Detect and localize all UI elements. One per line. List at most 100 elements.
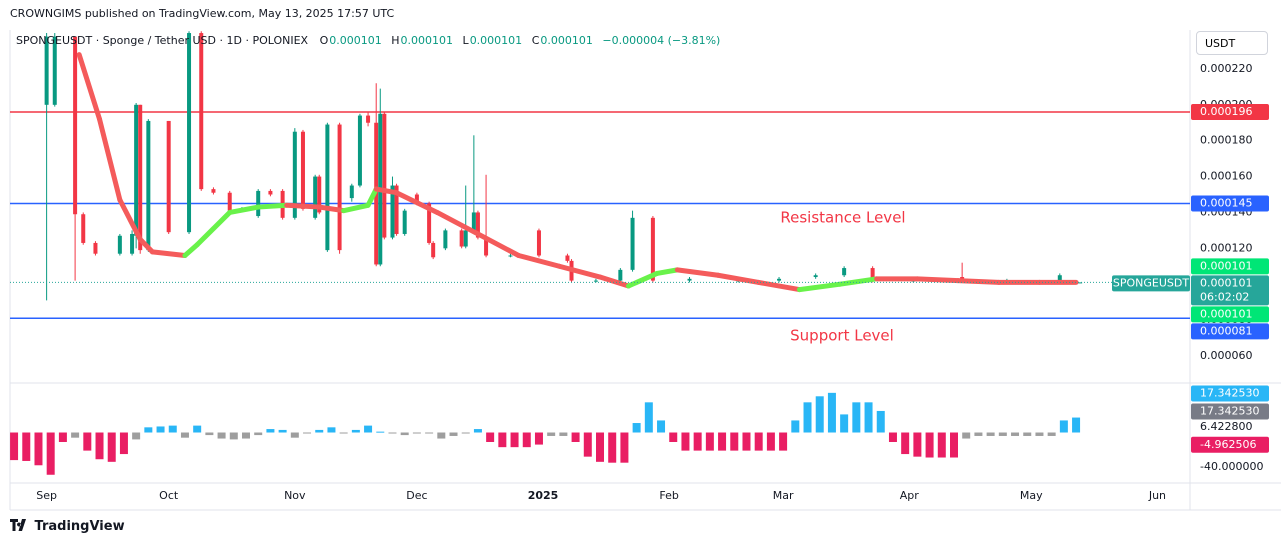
moving-average-segment — [227, 204, 261, 215]
histogram-bar — [303, 432, 312, 434]
candle-body — [317, 176, 322, 213]
y-tick-label: 0.000220 — [1200, 62, 1253, 75]
candle-body — [1078, 282, 1083, 284]
candle-body — [187, 33, 192, 233]
ohlc-key: C — [531, 34, 540, 47]
indicator-badge-label: 17.342530 — [1200, 387, 1260, 400]
candle-body — [390, 185, 395, 238]
publish-header: CROWNGIMS published on TradingView.com, … — [10, 7, 395, 20]
candle-body — [349, 185, 354, 199]
histogram-bar — [266, 429, 275, 433]
annotation: Resistance Level — [780, 209, 905, 227]
candle — [52, 33, 57, 107]
candle — [313, 174, 318, 220]
moving-average-segment — [756, 279, 802, 293]
currency-button[interactable]: USDT — [1196, 31, 1268, 55]
ohlc-key: H — [391, 34, 400, 47]
candle-body — [337, 124, 342, 251]
candle — [337, 122, 342, 254]
histogram-bar — [681, 432, 690, 451]
histogram-bar — [852, 402, 861, 433]
candle — [300, 129, 305, 211]
candle — [777, 277, 782, 283]
candle-body — [211, 189, 216, 193]
histogram-bar — [962, 432, 971, 439]
candle-body — [618, 269, 623, 281]
histogram-bar — [486, 432, 495, 442]
candle-body — [536, 230, 541, 256]
moving-average-segment — [373, 186, 400, 196]
candle-body — [81, 214, 86, 243]
candle-body — [593, 280, 598, 282]
level-badge — [1191, 195, 1269, 212]
candle — [471, 135, 476, 234]
indicator-badge — [1191, 385, 1269, 402]
candle — [44, 33, 49, 301]
candle — [536, 228, 541, 258]
candle — [565, 253, 570, 263]
histogram-bar — [815, 396, 824, 433]
candle-body — [414, 194, 419, 202]
price-change: −0.000004 (−3.81%) — [602, 34, 721, 47]
candle — [813, 273, 818, 279]
histogram-bar — [278, 429, 287, 433]
x-tick-label: Oct — [159, 489, 179, 502]
moving-average-segment — [475, 231, 522, 258]
histogram-bar — [461, 432, 470, 434]
candle-body — [313, 176, 318, 218]
level-badge — [1191, 103, 1269, 120]
symbol-badge — [1112, 275, 1190, 292]
candle — [73, 36, 78, 281]
indicator-badge-label: 17.342530 — [1200, 405, 1260, 418]
candle-body — [325, 124, 330, 251]
moving-average-segment — [625, 270, 660, 289]
level-badge-label: 0.000081 — [1200, 324, 1253, 337]
candle-body — [268, 190, 273, 195]
indicator-price-badge-label: 0.000101 — [1200, 307, 1253, 320]
candle — [842, 266, 847, 278]
indicator-price-badge — [1191, 306, 1269, 323]
x-tick-label: 2025 — [528, 489, 559, 502]
candle-body — [842, 268, 847, 276]
histogram-bar — [864, 402, 873, 433]
candle — [357, 113, 362, 188]
candle-body — [443, 230, 448, 249]
candle-body — [256, 190, 261, 217]
moving-average-segment — [796, 281, 843, 293]
histogram-bar — [498, 432, 507, 448]
candle — [93, 241, 98, 256]
indicator-badge-label: -4.962506 — [1200, 438, 1256, 451]
moving-average-segment — [255, 202, 290, 210]
histogram-bar — [449, 432, 458, 436]
moving-average-segment — [341, 202, 371, 214]
ohlc-value: 0.000101 — [329, 34, 382, 47]
histogram-bar — [1035, 432, 1044, 436]
candle — [459, 228, 464, 249]
candle-body — [199, 33, 204, 190]
histogram-bar — [254, 432, 263, 436]
moving-average-segment — [394, 190, 440, 215]
symbol-badge-label: SPONGEUSDT — [1113, 276, 1189, 289]
histogram-bar — [644, 402, 653, 433]
histogram-bar — [388, 432, 397, 434]
candle — [81, 212, 86, 245]
histogram-bar — [83, 432, 92, 451]
candle-body — [650, 217, 655, 281]
candle — [593, 278, 598, 283]
histogram-bar — [437, 432, 446, 439]
x-tick-label: May — [1020, 489, 1043, 502]
candle — [199, 31, 204, 191]
candle-body — [93, 242, 98, 254]
histogram-bar — [596, 432, 604, 462]
ohlc-value: 0.000101 — [469, 34, 523, 47]
indicator-badge — [1191, 403, 1269, 420]
x-tick-label: Jun — [1148, 489, 1166, 502]
moving-average-segment — [316, 204, 347, 214]
candle-body — [475, 212, 480, 238]
histogram-bar — [1023, 432, 1032, 436]
histogram-bar — [693, 432, 702, 451]
moving-average-segment — [149, 249, 188, 258]
